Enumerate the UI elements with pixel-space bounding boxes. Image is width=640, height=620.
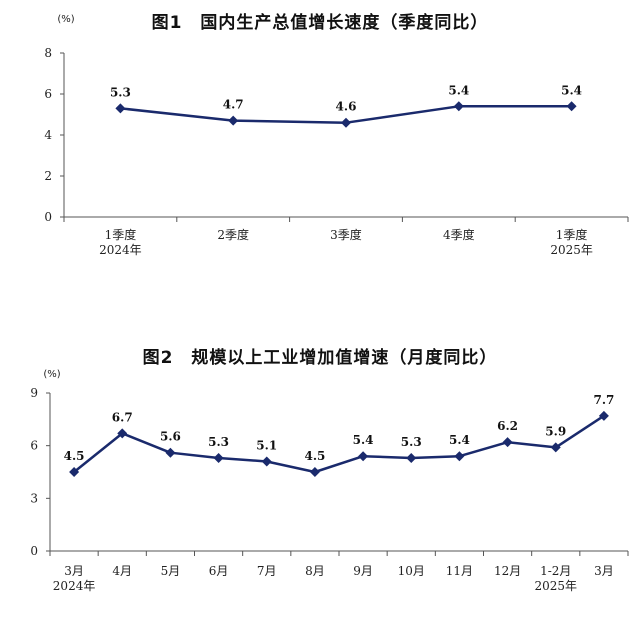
data-point-marker: [261, 456, 272, 467]
x-category-label: 1季度: [105, 227, 137, 242]
data-point-marker: [598, 410, 609, 421]
data-point-marker: [406, 452, 417, 463]
y-tick-label: 2: [44, 169, 52, 183]
x-category-label: 1季度: [556, 227, 588, 242]
y-tick-label: 3: [30, 491, 38, 505]
y-tick-label: 8: [44, 46, 52, 60]
data-label: 5.6: [160, 430, 181, 444]
x-category-label: 4季度: [443, 227, 475, 242]
series-line: [73, 414, 605, 474]
x-category-label: 5月: [161, 564, 181, 578]
x-category-label: 4月: [112, 564, 132, 578]
data-label: 5.4: [561, 83, 582, 97]
data-point-marker: [566, 101, 577, 112]
data-point-marker: [454, 451, 465, 462]
data-point-marker: [453, 101, 464, 112]
data-label: 5.3: [208, 435, 229, 449]
data-label: 5.3: [110, 85, 131, 99]
data-label: 5.4: [448, 83, 469, 97]
x-category-label: 1-2月: [540, 564, 571, 578]
x-category-label: 3季度: [330, 227, 362, 242]
data-label: 4.5: [304, 449, 325, 463]
x-category-label: 2025年: [550, 243, 593, 257]
data-point-marker: [341, 117, 351, 128]
data-label: 5.3: [401, 435, 422, 449]
data-point-marker: [117, 428, 128, 439]
data-label: 4.6: [336, 100, 357, 114]
data-label: 4.5: [64, 449, 85, 463]
x-category-label: 8月: [305, 564, 325, 578]
data-label: 7.7: [593, 393, 614, 407]
chart-title: 图1 国内生产总值增长速度（季度同比）: [151, 13, 489, 33]
y-tick-label: 6: [30, 439, 38, 453]
data-point-marker: [550, 442, 561, 453]
data-label: 5.4: [353, 433, 374, 447]
gdp-chart-panel: 图1 国内生产总值增长速度（季度同比） (%) 0 2 4 6 8 1季度 2024年 2季度 3…: [0, 0, 640, 300]
y-axis-unit-label: (%): [57, 14, 74, 25]
y-tick-label: 0: [44, 210, 52, 224]
x-category-label: 2024年: [99, 243, 142, 257]
data-point-marker: [69, 467, 80, 477]
y-tick-label: 0: [30, 544, 38, 558]
data-point-marker: [228, 115, 239, 126]
x-category-label: 2024年: [53, 579, 96, 593]
x-category-label: 3月: [64, 564, 84, 578]
data-point-marker: [502, 437, 513, 448]
data-label: 5.9: [545, 424, 566, 438]
data-point-marker: [115, 103, 126, 114]
data-label: 6.2: [497, 419, 518, 433]
x-category-label: 6月: [209, 564, 229, 578]
data-point-marker: [165, 447, 176, 458]
y-axis-unit-label: (%): [43, 369, 60, 380]
x-category-label: 9月: [353, 564, 373, 578]
industrial-chart-panel: 图2 规模以上工业增加值增速（月度同比） (%) 0 3 6 9 3月 2024年 4月 5月 6…: [0, 335, 640, 620]
data-label: 4.7: [223, 98, 244, 112]
y-tick-label: 4: [44, 128, 52, 142]
data-point-marker: [309, 467, 320, 477]
x-category-label: 12月: [494, 564, 521, 578]
x-category-label: 2025年: [534, 579, 577, 593]
data-label: 5.4: [449, 433, 470, 447]
data-point-marker: [358, 451, 369, 462]
data-label: 6.7: [112, 410, 133, 424]
chart-title: 图2 规模以上工业增加值增速（月度同比）: [142, 348, 498, 368]
data-label: 5.1: [256, 438, 277, 452]
y-tick-label: 9: [30, 386, 38, 400]
y-tick-label: 6: [44, 87, 52, 101]
x-category-label: 10月: [398, 564, 425, 578]
x-category-label: 7月: [257, 564, 277, 578]
x-category-label: 3月: [594, 564, 614, 578]
x-category-label: 2季度: [217, 227, 249, 242]
data-point-marker: [213, 452, 224, 463]
x-category-label: 11月: [446, 564, 473, 578]
